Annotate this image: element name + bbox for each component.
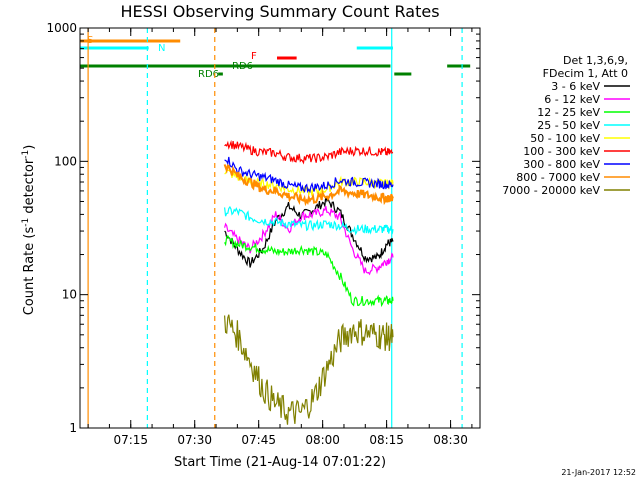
y-axis-label: Count Rate (s-1 detector-1) <box>21 145 37 316</box>
y-label-middle: detector <box>22 158 37 218</box>
axis-layer: 07:15 07:30 07:45 08:00 08:15 08:30 1 10 100 1000 <box>46 21 481 447</box>
legend-label-5: 100 - 300 keV <box>523 145 600 158</box>
series-line-8 <box>224 314 394 425</box>
y-label-exponent-1: -1 <box>21 218 31 227</box>
legend-header-line-2: FDecim 1, Att 0 <box>543 67 628 80</box>
series-line-2 <box>224 234 394 308</box>
series-layer <box>223 139 394 425</box>
y-tick-label-0: 1 <box>69 421 77 435</box>
y-tick-label-2: 100 <box>54 154 77 168</box>
x-tick-label-0: 07:15 <box>113 433 148 447</box>
x-tick-label-5: 08:30 <box>433 433 468 447</box>
flag-label-0: S <box>87 35 93 46</box>
x-tick-label-4: 08:15 <box>369 433 404 447</box>
chart-title: HESSI Observing Summary Count Rates <box>120 2 439 21</box>
y-tick-label-1: 10 <box>62 288 77 302</box>
series-line-5 <box>224 139 394 165</box>
flag-label-1: N <box>158 43 165 54</box>
flag-label-2: F <box>251 51 257 62</box>
series-line-1 <box>224 206 394 276</box>
y-label-end: ) <box>22 145 37 150</box>
y-label-exponent-2: -1 <box>21 150 31 159</box>
legend-label-3: 25 - 50 keV <box>537 119 600 132</box>
flag-label-3: RD6 <box>232 61 253 72</box>
x-axis-label: Start Time (21-Aug-14 07:01:22) <box>174 455 386 470</box>
vline-layer <box>87 28 463 428</box>
x-tick-label-1: 07:30 <box>177 433 212 447</box>
series-line-6 <box>224 156 394 194</box>
plot-frame <box>79 27 481 429</box>
legend-label-7: 800 - 7000 keV <box>516 171 600 184</box>
x-tick-label-3: 08:00 <box>305 433 340 447</box>
x-tick-label-2: 07:45 <box>241 433 276 447</box>
legend-label-0: 3 - 6 keV <box>551 80 600 93</box>
legend-label-4: 50 - 100 keV <box>530 132 600 145</box>
legend-label-8: 7000 - 20000 keV <box>502 184 600 197</box>
legend: Det 1,3,6,9, FDecim 1, Att 0 3 - 6 keV6 … <box>502 54 630 197</box>
y-label-main: Count Rate (s <box>22 227 37 316</box>
legend-header-line-1: Det 1,3,6,9, <box>563 54 628 67</box>
legend-label-6: 300 - 800 keV <box>523 158 600 171</box>
series-line-3 <box>224 205 394 236</box>
y-tick-label-3: 1000 <box>46 21 77 35</box>
footer-date: 21-Jan-2017 12:52 <box>561 468 636 477</box>
legend-label-1: 6 - 12 keV <box>544 93 600 106</box>
legend-label-2: 12 - 25 keV <box>537 106 600 119</box>
series-line-7 <box>223 164 394 207</box>
flag-label-4: RD6 <box>198 69 219 80</box>
